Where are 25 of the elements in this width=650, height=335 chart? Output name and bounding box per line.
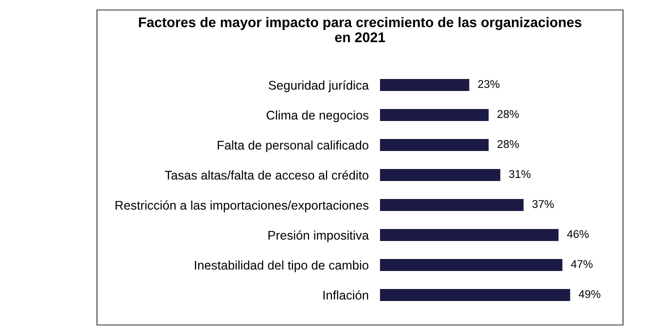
y-tick-label: Restricción a las importaciones/exportaciones: [116, 200, 368, 212]
chart-title: Factores de mayor impacto para crecimiento de las organizaciones en 2021: [139, 17, 582, 42]
bar: [380, 199, 524, 211]
data-label: 28%: [498, 140, 519, 148]
bar: [380, 229, 559, 241]
data-label: 49%: [578, 290, 600, 298]
bar: [380, 289, 570, 301]
data-label: 23%: [478, 80, 500, 88]
y-tick-label: Falta de personal calificado: [218, 140, 368, 152]
data-label: 28%: [498, 110, 519, 118]
y-tick-label: Inestabilidad del tipo de cambio: [194, 260, 368, 272]
bar: [380, 169, 500, 181]
y-tick-label: Clima de negocios: [266, 110, 368, 122]
bar: [380, 79, 470, 91]
bar: [380, 259, 562, 271]
y-tick-label: Inflación: [323, 290, 368, 300]
data-label: 31%: [509, 170, 530, 178]
y-tick-label: Seguridad jurídica: [268, 80, 369, 92]
data-label: 37%: [532, 200, 554, 208]
data-label: 46%: [567, 230, 589, 238]
y-tick-label: Tasas altas/falta de acceso al crédito: [164, 170, 368, 180]
bar: [380, 109, 489, 121]
y-tick-label: Presión impositiva: [268, 230, 369, 242]
data-label: 47%: [570, 260, 593, 268]
bar: [380, 139, 489, 151]
